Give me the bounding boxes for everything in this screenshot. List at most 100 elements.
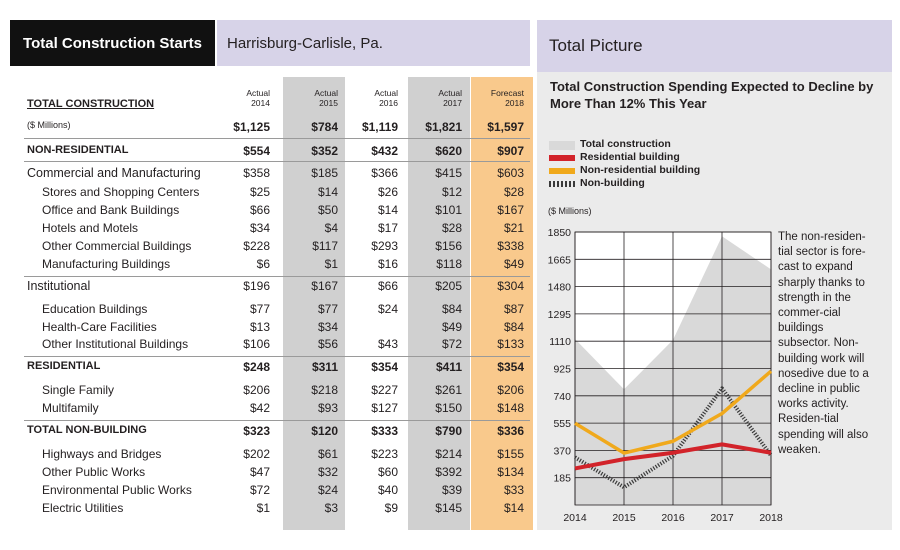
legend-swatch-nonbuilding xyxy=(549,181,575,187)
col-2015-shade xyxy=(283,77,345,530)
table-cell: $185 xyxy=(311,166,338,180)
table-cell: $66 xyxy=(249,203,270,217)
table-cell: $117 xyxy=(312,239,338,253)
table-cell: $120 xyxy=(311,424,338,438)
table-cell: $554 xyxy=(243,144,270,158)
table-cell: $196 xyxy=(243,279,270,293)
row-separator xyxy=(24,356,530,357)
table-row-label: TOTAL NON-BUILDING xyxy=(27,424,147,436)
table-cell: $134 xyxy=(497,465,524,479)
table-row-label: Multifamily xyxy=(42,401,99,415)
table-cell: $43 xyxy=(377,337,398,351)
table-cell: $145 xyxy=(435,501,462,515)
table-cell: $148 xyxy=(497,401,524,415)
table-cell: $34 xyxy=(249,221,270,235)
table-cell: $411 xyxy=(435,360,462,374)
table-row-label: Other Public Works xyxy=(42,465,146,479)
column-header: Actual 2015 xyxy=(314,88,338,108)
table-cell: $227 xyxy=(371,383,398,397)
table-cell: $133 xyxy=(497,337,524,351)
column-header: Forecast 2018 xyxy=(490,88,524,108)
row-separator xyxy=(24,420,530,421)
table-cell: $77 xyxy=(317,302,338,316)
table-cell: $106 xyxy=(243,337,270,351)
column-header: Actual 2014 xyxy=(246,88,270,108)
table-cell: $39 xyxy=(441,483,462,497)
table-cell: $1,821 xyxy=(425,120,462,134)
table-cell: $28 xyxy=(441,221,462,235)
table-cell: $72 xyxy=(441,337,462,351)
row-separator xyxy=(24,161,530,162)
legend-residential: Residential building xyxy=(580,151,680,163)
table-cell: $33 xyxy=(503,483,524,497)
table-row-label: Single Family xyxy=(42,383,115,397)
table-cell: $32 xyxy=(317,465,338,479)
row-separator xyxy=(24,138,530,139)
table-cell: $366 xyxy=(371,166,398,180)
table-cell: $60 xyxy=(377,465,398,479)
column-header: Actual 2017 xyxy=(438,88,462,108)
table-cell: $323 xyxy=(243,424,270,438)
table-cell: $150 xyxy=(435,401,462,415)
table-row-label: Stores and Shopping Centers xyxy=(42,185,200,199)
table-cell: $167 xyxy=(311,279,338,293)
table-cell: $1,119 xyxy=(361,120,398,134)
table-cell: $156 xyxy=(435,239,462,253)
table-row-label: Other Institutional Buildings xyxy=(42,337,189,351)
table-row-label: Commercial and Manufacturing xyxy=(27,166,201,180)
table-cell: $61 xyxy=(317,447,338,461)
table-cell: $354 xyxy=(497,360,524,374)
table-cell: $14 xyxy=(317,185,338,199)
table-row-label: Environmental Public Works xyxy=(42,483,192,497)
col-2018-shade xyxy=(471,77,533,530)
table-cell: $1,125 xyxy=(233,120,270,134)
table-cell: $223 xyxy=(371,447,398,461)
legend-total: Total construction xyxy=(580,138,671,150)
table-cell: $17 xyxy=(377,221,398,235)
table-cell: $127 xyxy=(371,401,398,415)
legend-nonresidential: Non-residential building xyxy=(580,164,701,176)
table-cell: $784 xyxy=(311,120,338,134)
legend-swatch-nonresidential xyxy=(549,168,575,174)
table-cell: $77 xyxy=(249,302,270,316)
table-cell: $202 xyxy=(243,447,270,461)
table-row-label: Highways and Bridges xyxy=(42,447,162,461)
table-cell: $118 xyxy=(436,257,462,271)
table-cell: $42 xyxy=(249,401,270,415)
table-subtitle: Harrisburg-Carlisle, Pa. xyxy=(217,20,530,66)
table-cell: $228 xyxy=(243,239,270,253)
table-cell: $432 xyxy=(371,144,398,158)
table-cell: $358 xyxy=(243,166,270,180)
y-axis-units: ($ Millions) xyxy=(548,206,592,216)
table-cell: $790 xyxy=(435,424,462,438)
table-cell: $333 xyxy=(371,424,398,438)
table-cell: $28 xyxy=(503,185,524,199)
table-cell: $304 xyxy=(497,279,524,293)
legend-swatch-total xyxy=(549,141,575,150)
table-cell: $24 xyxy=(317,483,338,497)
table-row-label: NON-RESIDENTIAL xyxy=(27,144,129,156)
table-cell: $34 xyxy=(317,320,338,334)
table-cell: $93 xyxy=(317,401,338,415)
table-row-label: Institutional xyxy=(27,279,91,293)
panel-header: Total Picture xyxy=(537,20,892,72)
table-row-label: Health-Care Facilities xyxy=(42,320,157,334)
table-cell: $415 xyxy=(435,166,462,180)
col-2017-shade xyxy=(408,77,470,530)
table-cell: $1,597 xyxy=(487,120,524,134)
table-cell: $87 xyxy=(503,302,524,316)
table-cell: $293 xyxy=(371,239,398,253)
table-cell: $6 xyxy=(256,257,270,271)
table-cell: $167 xyxy=(497,203,524,217)
table-cell: $47 xyxy=(249,465,270,479)
table-row-label: ($ Millions) xyxy=(27,120,71,130)
table-cell: $56 xyxy=(317,337,338,351)
table-cell: $14 xyxy=(503,501,524,515)
table-cell: $84 xyxy=(503,320,524,334)
table-cell: $338 xyxy=(497,239,524,253)
table-cell: $66 xyxy=(377,279,398,293)
table-cell: $26 xyxy=(377,185,398,199)
row-separator xyxy=(24,276,530,277)
table-cell: $354 xyxy=(371,360,398,374)
table-row-label: Manufacturing Buildings xyxy=(42,257,171,271)
